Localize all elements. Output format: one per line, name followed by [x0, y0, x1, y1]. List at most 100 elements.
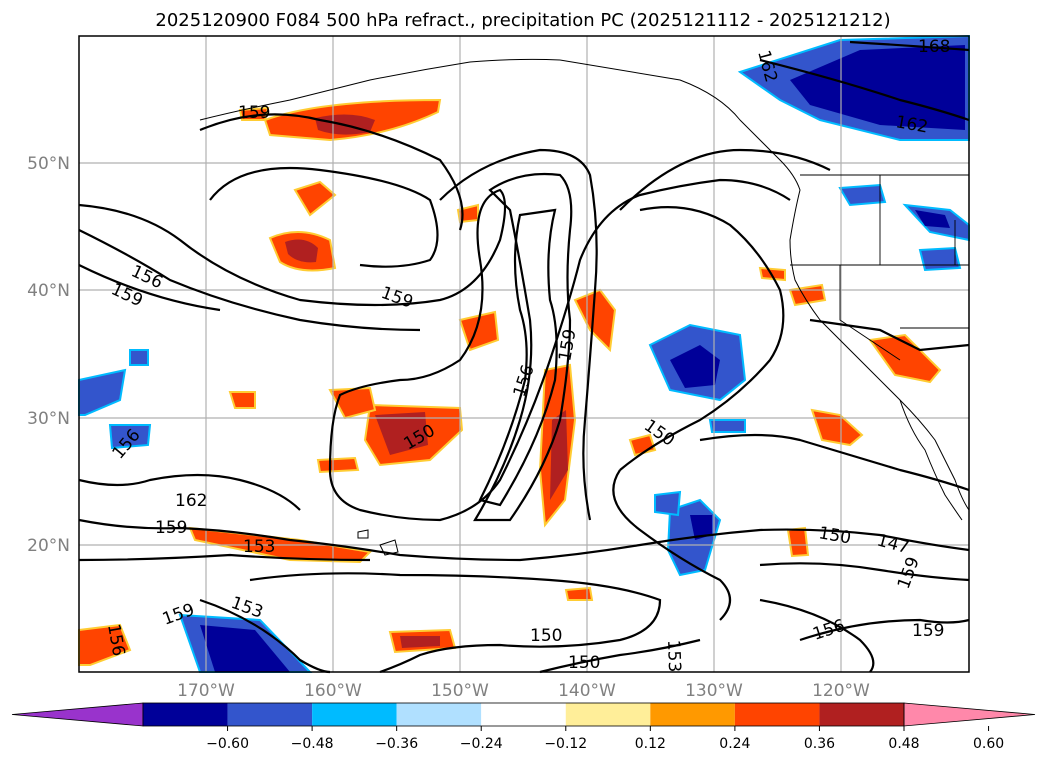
colorbar-segment [650, 703, 735, 726]
colorbar: −0.60 −0.48 −0.36 −0.24 −0.12 0.12 0.24 0.36 0.4… [11, 702, 1036, 752]
precip-blob [293, 180, 337, 217]
lon-label: 150°W [431, 681, 489, 701]
precip-core [670, 345, 720, 388]
colorbar-tick-label: −0.60 [206, 736, 249, 752]
precip-core [550, 410, 568, 500]
colorbar-segment [227, 703, 313, 726]
contour-label: 159 [912, 621, 944, 641]
colorbar-segment [565, 703, 651, 726]
contour-line [78, 178, 791, 522]
colorbar-segment [396, 703, 482, 726]
precip-core [285, 239, 318, 263]
latitude-labels: 50°N 40°N 30°N 20°N [27, 154, 70, 556]
colorbar-tick-label: 0.36 [804, 736, 835, 752]
contour-line [539, 638, 701, 674]
precip-blob [654, 490, 682, 517]
contour-line [439, 148, 598, 521]
precip-blob [868, 333, 942, 384]
colorbar-segment [481, 703, 566, 726]
colorbar-tick-label: −0.48 [291, 736, 334, 752]
colorbar-tick-label: 0.48 [888, 736, 919, 752]
precip-core [915, 210, 950, 228]
contour-line [78, 518, 970, 562]
contour-line [809, 318, 970, 352]
contour-line [759, 562, 970, 582]
contour-line [78, 229, 421, 332]
lon-label: 170°W [177, 681, 235, 701]
contour-label: 159 [238, 103, 270, 123]
precip-blob [708, 419, 746, 433]
contour-line [849, 40, 970, 52]
contour-label: 162 [175, 491, 207, 511]
contour-line [209, 166, 439, 268]
contour-line [199, 598, 331, 674]
coastlines [199, 58, 970, 556]
contour-line [799, 618, 970, 642]
lon-label: 140°W [558, 681, 616, 701]
contour-label: 159 [155, 518, 187, 538]
precip-blob [918, 246, 962, 272]
contour-line [612, 469, 732, 621]
precip-blob [458, 310, 500, 352]
precip-core [200, 625, 290, 672]
colorbar-segment [819, 703, 904, 726]
colorbar-tick-label: 0.24 [719, 736, 750, 752]
political-borders [790, 174, 969, 361]
contour-line [759, 58, 970, 122]
longitude-labels: 170°W 160°W 150°W 140°W 130°W 120°W [177, 681, 870, 701]
map-background [79, 36, 969, 672]
precip-positive-shading [78, 98, 942, 666]
contour-line [619, 206, 785, 471]
precip-negative-shading [78, 34, 970, 673]
contour-line [78, 473, 301, 511]
colorbar-extend-high [903, 702, 1036, 727]
lat-label: 50°N [27, 154, 70, 174]
contour-line [759, 598, 875, 673]
lon-label: 130°W [685, 681, 743, 701]
precip-blob [228, 391, 256, 409]
hawaii-island [357, 529, 369, 539]
contour-line [699, 433, 970, 492]
lat-label: 30°N [27, 409, 70, 429]
state-border [839, 265, 901, 361]
alaska-coast [199, 58, 561, 121]
contour-line [249, 572, 662, 674]
colorbar-tick-label: 0.12 [635, 736, 666, 752]
precip-blob [810, 408, 864, 447]
contour-line [78, 264, 221, 312]
contour-label: 153 [663, 639, 684, 672]
colorbar-tick-label: −0.36 [375, 736, 418, 752]
precip-core [400, 636, 440, 648]
contour-label: 150 [568, 653, 600, 673]
colorbar-segment [734, 703, 820, 726]
colorbar-tick-label: −0.12 [544, 736, 587, 752]
contour-line [478, 208, 558, 507]
lon-label: 160°W [304, 681, 362, 701]
contour-line [619, 148, 831, 211]
precip-blob [108, 424, 152, 450]
colorbar-segment [312, 703, 397, 726]
baja-coast [899, 399, 963, 521]
contour-label: 168 [918, 37, 950, 57]
precip-core [375, 412, 428, 455]
precip-core [790, 45, 965, 130]
precip-blob [316, 456, 360, 474]
height-contours [78, 40, 970, 674]
contour-line [78, 553, 371, 562]
lat-label: 40°N [27, 281, 70, 301]
colorbar-outline [142, 702, 905, 727]
contour-line [199, 113, 464, 231]
north-america-coast [559, 59, 970, 511]
colorbar-tick-label: −0.24 [460, 736, 503, 752]
contour-labels: 156 159 159 156 162 159 153 153 159 156 … [103, 37, 950, 673]
contour-line [473, 172, 573, 522]
precip-blob [564, 586, 594, 601]
graticule [79, 36, 969, 672]
precip-blob [838, 183, 887, 207]
colorbar-segment [143, 703, 228, 726]
colorbar-tick-label: 0.60 [973, 736, 1004, 752]
precip-blob [129, 349, 149, 366]
contour-label: 150 [530, 626, 562, 646]
